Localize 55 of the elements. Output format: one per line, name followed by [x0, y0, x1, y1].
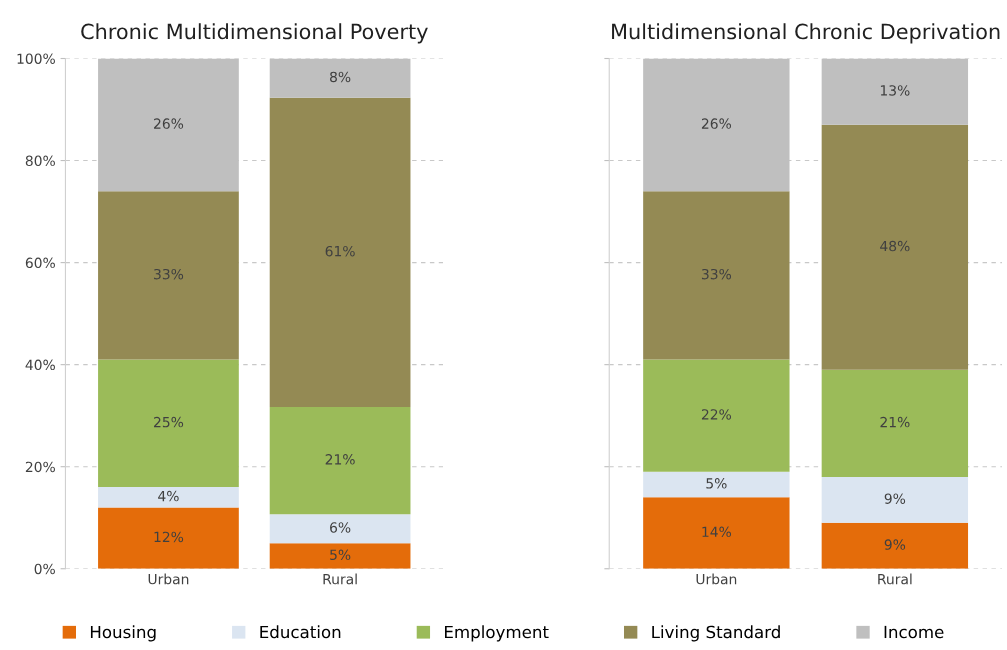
legend-label: Income: [884, 625, 944, 639]
bar: [98, 191, 239, 360]
x-tick-label: Urban: [148, 573, 189, 585]
data-label: 26%: [154, 118, 184, 129]
bar: [269, 543, 411, 569]
bar: [821, 522, 969, 569]
data-label: 26%: [701, 118, 732, 129]
data-label: 61%: [325, 245, 355, 257]
y-tick-label: 80%: [25, 155, 55, 167]
y-tick-label: 100%: [17, 53, 55, 64]
data-label: 21%: [325, 454, 355, 465]
data-label: 25%: [154, 416, 184, 428]
bar: [643, 471, 790, 498]
data-label: 33%: [701, 268, 732, 280]
bar: [269, 514, 411, 544]
bar: [643, 191, 790, 360]
bar: [98, 487, 239, 508]
bar: [821, 369, 969, 477]
y-tick-label: 0%: [34, 563, 55, 575]
bar: [269, 97, 411, 407]
x-tick-label: Rural: [323, 573, 357, 585]
y-tick-label: 20%: [25, 461, 55, 473]
data-label: 9%: [884, 539, 906, 550]
chart-title: Chronic Multidimensional Poverty: [81, 23, 428, 44]
legend-label: Housing: [90, 625, 156, 642]
bar: [98, 507, 239, 569]
bar: [269, 58, 411, 98]
data-label: 6%: [330, 522, 351, 533]
legend-label: Employment: [445, 625, 549, 642]
legend-label: Education: [260, 625, 341, 639]
bar: [821, 58, 969, 125]
chart-title: Multidimensional Chronic Deprivation: [612, 23, 1000, 44]
data-label: 4%: [158, 490, 179, 502]
x-tick-label: Urban: [696, 573, 737, 585]
bar: [643, 497, 790, 569]
y-tick-label: 60%: [25, 257, 55, 269]
data-label: 13%: [880, 85, 910, 96]
data-label: 22%: [701, 409, 732, 420]
data-label: 48%: [880, 240, 910, 252]
bar: [821, 124, 969, 370]
data-label: 14%: [702, 526, 732, 538]
data-label: 21%: [880, 416, 910, 428]
data-label: 9%: [884, 493, 906, 504]
data-label: 5%: [330, 549, 351, 561]
data-label: 5%: [706, 478, 727, 489]
bar: [269, 407, 411, 515]
bar: [98, 359, 239, 488]
bar: [821, 476, 969, 523]
y-tick-label: 40%: [25, 359, 55, 371]
bar: [643, 359, 790, 472]
x-tick-label: Rural: [878, 573, 912, 585]
data-label: 12%: [154, 531, 184, 543]
legend-label: Living Standard: [652, 625, 780, 642]
data-label: 8%: [330, 71, 351, 83]
data-label: 33%: [154, 268, 184, 280]
